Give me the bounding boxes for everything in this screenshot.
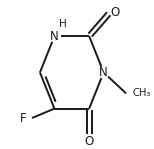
Text: CH₃: CH₃ xyxy=(133,88,151,98)
Text: H: H xyxy=(59,19,66,29)
Text: O: O xyxy=(85,135,94,148)
Text: F: F xyxy=(20,112,27,125)
Text: N: N xyxy=(50,30,59,43)
Text: N: N xyxy=(99,66,108,79)
Text: O: O xyxy=(111,6,120,19)
